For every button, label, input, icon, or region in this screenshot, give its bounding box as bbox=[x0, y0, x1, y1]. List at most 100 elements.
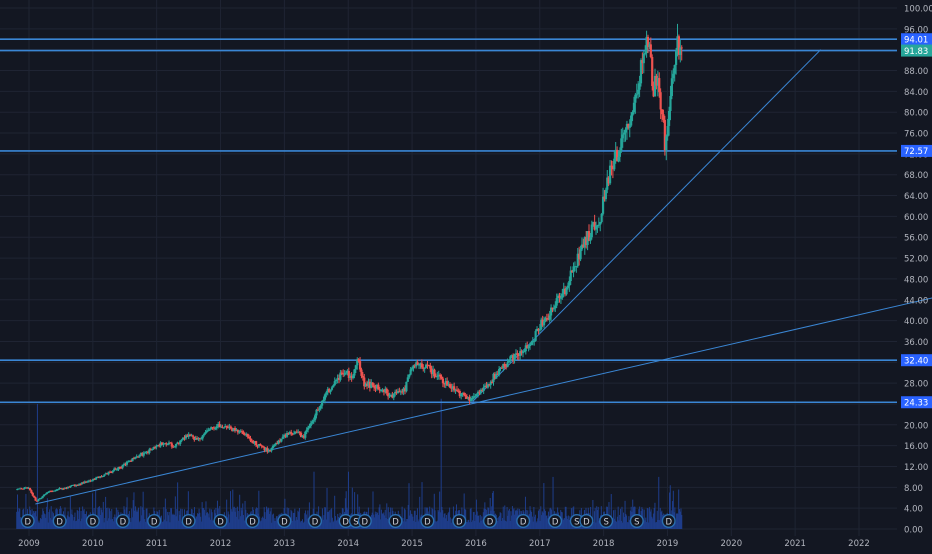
candle-body bbox=[519, 351, 522, 356]
candle-body bbox=[124, 463, 127, 465]
candle-body bbox=[677, 36, 681, 55]
event-marker-d[interactable]: D bbox=[277, 514, 292, 529]
volume-bar bbox=[70, 514, 72, 529]
volume-bar bbox=[371, 512, 373, 529]
event-marker-d[interactable]: D bbox=[388, 514, 403, 529]
event-marker-d[interactable]: D bbox=[52, 514, 67, 529]
y-tick-label: 68.00 bbox=[904, 171, 928, 181]
event-marker-d[interactable]: D bbox=[452, 514, 467, 529]
event-marker-d[interactable]: D bbox=[85, 514, 100, 529]
candle-body bbox=[538, 329, 541, 331]
candle-body bbox=[118, 466, 121, 468]
event-marker-s[interactable]: S bbox=[599, 514, 614, 529]
volume-bar bbox=[440, 398, 442, 529]
volume-bar bbox=[533, 506, 535, 529]
event-marker-d[interactable]: D bbox=[245, 514, 260, 529]
event-marker-d[interactable]: D bbox=[115, 514, 130, 529]
event-marker-d[interactable]: D bbox=[482, 514, 497, 529]
event-marker-d[interactable]: D bbox=[420, 514, 435, 529]
volume-bar bbox=[135, 511, 137, 529]
candle-body bbox=[565, 287, 568, 295]
volume-bar bbox=[265, 519, 267, 529]
event-marker-s[interactable]: S bbox=[629, 514, 644, 529]
volume-bar bbox=[334, 516, 336, 529]
event-marker-d[interactable]: D bbox=[516, 514, 531, 529]
volume-bar bbox=[262, 518, 264, 529]
event-marker-d[interactable]: D bbox=[357, 514, 372, 529]
volume-bar bbox=[144, 521, 146, 529]
volume-bar bbox=[321, 519, 323, 529]
event-marker-label: D bbox=[487, 517, 494, 527]
candle-body bbox=[568, 280, 571, 286]
candle-body bbox=[130, 460, 133, 462]
candle-body bbox=[162, 443, 165, 445]
candle-body bbox=[617, 156, 620, 161]
candle-body bbox=[212, 427, 216, 429]
event-marker-d[interactable]: D bbox=[579, 514, 594, 529]
event-marker-d[interactable]: D bbox=[308, 514, 323, 529]
candle-body bbox=[670, 78, 673, 97]
volume-bar bbox=[498, 517, 500, 529]
x-axis[interactable]: 2009 2010 2011 2012 2013 2014 2015 2016 2017 2018… bbox=[18, 539, 870, 549]
volume-bar bbox=[646, 507, 648, 529]
candle-body bbox=[188, 434, 192, 436]
volume-bar bbox=[46, 506, 48, 529]
candle-body bbox=[662, 114, 665, 120]
candle-body bbox=[269, 450, 272, 452]
volume-bar bbox=[305, 510, 307, 529]
event-marker-label: D bbox=[520, 517, 527, 527]
event-marker-d[interactable]: D bbox=[661, 514, 676, 529]
volume-bar bbox=[347, 471, 349, 529]
event-marker-d[interactable]: D bbox=[20, 514, 35, 529]
volume-bar bbox=[470, 507, 472, 529]
volume-bar bbox=[109, 511, 111, 529]
candle-body bbox=[620, 138, 623, 151]
volume-bar bbox=[502, 506, 504, 529]
volume-bar bbox=[419, 496, 421, 529]
volume-bar bbox=[141, 507, 143, 529]
volume-bar bbox=[67, 511, 69, 529]
volume-bar bbox=[74, 512, 76, 529]
volume-bar bbox=[284, 498, 286, 529]
volume-bar bbox=[515, 509, 517, 529]
volume-bar bbox=[619, 508, 621, 529]
event-marker-label: D bbox=[24, 517, 31, 527]
volume-bar bbox=[233, 506, 235, 529]
volume-bar bbox=[379, 504, 381, 529]
volume-bar bbox=[172, 513, 174, 529]
volume-bar bbox=[373, 514, 375, 529]
volume-bar bbox=[564, 518, 566, 529]
horizontal-levels[interactable] bbox=[0, 38, 897, 404]
candle-body bbox=[159, 442, 162, 447]
volume-bar bbox=[212, 520, 214, 529]
candle-body bbox=[75, 484, 78, 487]
event-marker-d[interactable]: D bbox=[548, 514, 563, 529]
volume-bar bbox=[169, 522, 171, 529]
event-marker-d[interactable]: D bbox=[213, 514, 228, 529]
event-marker-d[interactable]: D bbox=[181, 514, 196, 529]
volume-bar bbox=[448, 511, 450, 529]
volume-bar bbox=[201, 502, 203, 529]
event-marker-label: D bbox=[665, 517, 672, 527]
candle-body bbox=[613, 158, 616, 170]
volume-bar bbox=[79, 521, 81, 529]
candle-body bbox=[217, 424, 220, 427]
x-tick-label: 2010 bbox=[82, 539, 104, 549]
volume-bar bbox=[509, 520, 511, 529]
event-marker-d[interactable]: D bbox=[147, 514, 162, 529]
candle-body bbox=[340, 372, 343, 374]
volume-bar bbox=[532, 521, 534, 529]
candle-body bbox=[319, 405, 322, 409]
volume-bar bbox=[446, 514, 448, 529]
event-marker-label: D bbox=[583, 517, 590, 527]
volume-bar bbox=[675, 522, 677, 529]
candle-body bbox=[353, 369, 356, 376]
candle-body bbox=[224, 426, 227, 428]
volume-bar bbox=[384, 509, 386, 529]
volume-bar bbox=[297, 510, 299, 529]
trendline[interactable] bbox=[35, 294, 932, 505]
volume-bar bbox=[381, 513, 383, 529]
